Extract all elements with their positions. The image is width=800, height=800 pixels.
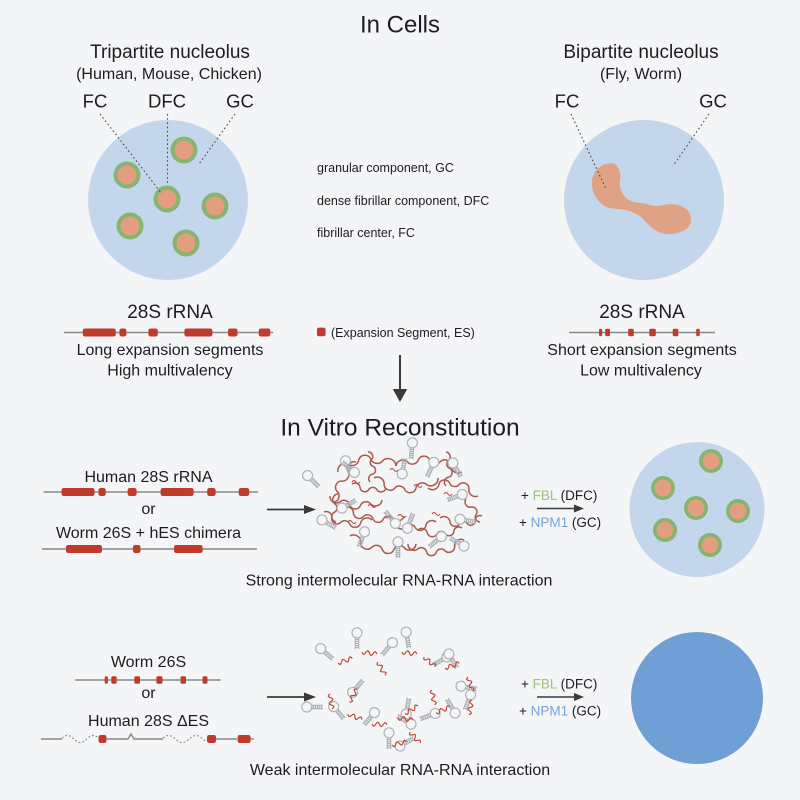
svg-text:High multivalency: High multivalency: [107, 363, 232, 380]
svg-text:fibrillar center, FC: fibrillar center, FC: [317, 226, 415, 240]
svg-text:(Human, Mouse, Chicken): (Human, Mouse, Chicken): [76, 66, 262, 83]
svg-text:granular component, GC: granular component, GC: [317, 161, 454, 175]
svg-text:(Expansion Segment, ES): (Expansion Segment, ES): [331, 326, 475, 340]
svg-text:Worm 26S + hES chimera: Worm 26S + hES chimera: [56, 525, 241, 542]
svg-text:Human 28S ΔES: Human 28S ΔES: [88, 713, 209, 730]
svg-text:Long expansion segments: Long expansion segments: [77, 342, 264, 359]
svg-text:Tripartite nucleolus: Tripartite nucleolus: [90, 42, 250, 63]
svg-text:28S rRNA: 28S rRNA: [599, 302, 685, 323]
svg-text:or: or: [141, 685, 156, 702]
svg-text:Human 28S rRNA: Human 28S rRNA: [84, 469, 212, 486]
svg-text:Strong intermolecular RNA-RNA: Strong intermolecular RNA-RNA interactio…: [246, 573, 553, 590]
svg-text:FC: FC: [83, 91, 108, 112]
svg-text:(Fly, Worm): (Fly, Worm): [600, 66, 682, 83]
svg-text:Bipartite nucleolus: Bipartite nucleolus: [563, 42, 718, 63]
svg-text:Worm 26S: Worm 26S: [111, 654, 186, 671]
svg-text:dense fibrillar component, DFC: dense fibrillar component, DFC: [317, 194, 489, 208]
svg-text:In Cells: In Cells: [360, 12, 440, 39]
svg-text:or: or: [141, 501, 156, 518]
svg-text:Short expansion segments: Short expansion segments: [547, 342, 736, 359]
svg-text:GC: GC: [699, 91, 727, 112]
svg-text:Low multivalency: Low multivalency: [580, 363, 702, 380]
svg-text:In Vitro Reconstitution: In Vitro Reconstitution: [280, 415, 519, 442]
svg-text:28S rRNA: 28S rRNA: [127, 302, 213, 323]
svg-text:GC: GC: [226, 91, 254, 112]
svg-text:DFC: DFC: [148, 91, 186, 112]
svg-text:+ NPM1 (GC): + NPM1 (GC): [519, 515, 601, 530]
svg-text:+ NPM1 (GC): + NPM1 (GC): [519, 704, 601, 719]
svg-text:FC: FC: [555, 91, 580, 112]
svg-text:+ FBL (DFC): + FBL (DFC): [521, 677, 597, 692]
svg-text:+ FBL (DFC): + FBL (DFC): [521, 488, 597, 503]
svg-text:Weak intermolecular RNA-RNA in: Weak intermolecular RNA-RNA interaction: [250, 762, 550, 779]
